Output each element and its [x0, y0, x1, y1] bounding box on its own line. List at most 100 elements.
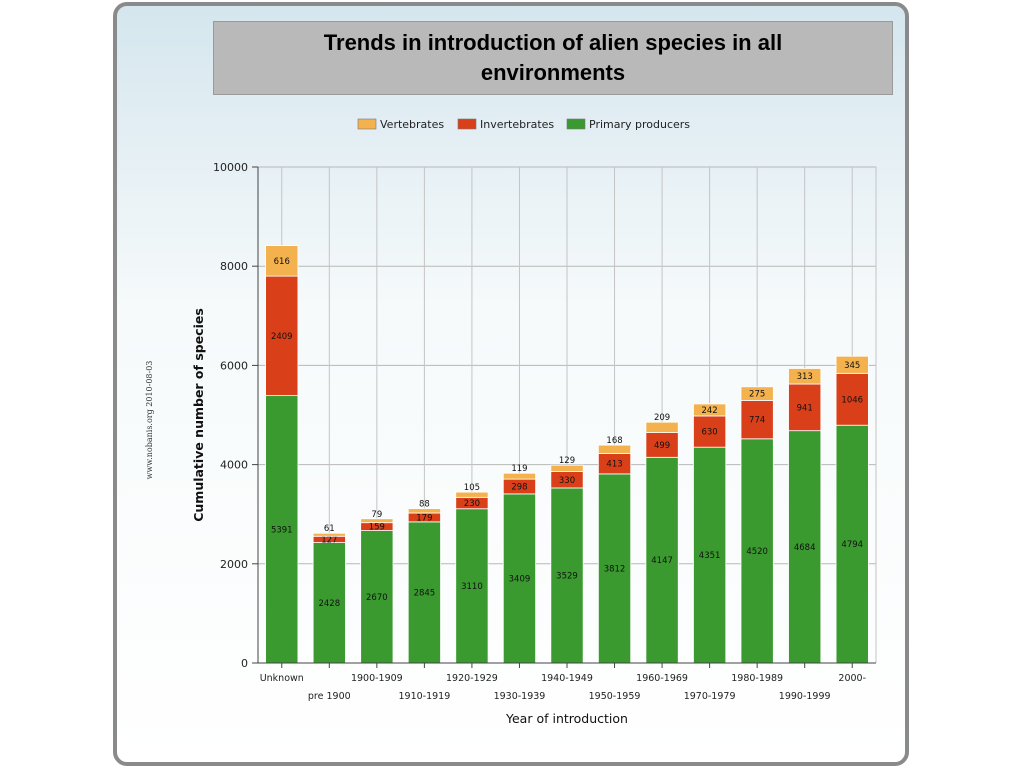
legend-label: Vertebrates [380, 118, 444, 131]
bar-segment-vertebrates [455, 491, 489, 498]
data-label: 313 [797, 372, 813, 382]
data-label: 209 [654, 413, 670, 423]
bar-segment-vertebrates [693, 403, 727, 417]
y-tick-label: 0 [241, 657, 248, 670]
x-tick-label: 1960-1969 [636, 673, 688, 684]
data-label: 168 [606, 436, 622, 446]
bar-segment-vertebrates [407, 508, 441, 514]
x-tick-label: 1950-1959 [589, 691, 641, 702]
y-tick-label: 4000 [220, 459, 248, 472]
bar-segment-primary-producers [502, 493, 537, 664]
legend-label: Invertebrates [480, 118, 554, 131]
x-axis-label: Year of introduction [505, 711, 628, 726]
bar-segment-primary-producers [407, 521, 441, 664]
data-label: 2409 [271, 332, 293, 342]
y-axis-label: Cumulative number of species [191, 308, 206, 522]
title-box: Trends in introduction of alien species … [213, 21, 893, 95]
data-label: 159 [369, 523, 385, 533]
source-credit: www.nobanis.org 2010-08-03 [145, 361, 154, 480]
x-tick-label: pre 1900 [308, 691, 351, 702]
bar-segment-vertebrates [265, 245, 299, 277]
y-tick-label: 6000 [220, 359, 248, 372]
bar-segment-primary-producers [312, 542, 346, 664]
x-tick-label: 1900-1909 [351, 673, 403, 684]
x-tick-label: 1970-1979 [684, 691, 736, 702]
data-label: 3110 [461, 582, 483, 592]
bar-segment-primary-producers [788, 430, 822, 664]
data-label: 5391 [271, 525, 293, 535]
bar-segment-invertebrates [645, 432, 679, 458]
bar-segment-vertebrates [835, 355, 869, 374]
x-tick-label: 1980-1989 [731, 673, 783, 684]
data-label: 941 [797, 403, 813, 413]
data-label: 499 [654, 441, 670, 451]
x-tick-label: 1920-1929 [446, 673, 498, 684]
data-label: 4520 [746, 547, 768, 557]
data-label: 630 [701, 428, 717, 438]
data-label: 275 [749, 390, 765, 400]
data-label: 179 [416, 513, 432, 523]
bar-segment-vertebrates [550, 464, 584, 472]
data-label: 774 [749, 416, 765, 426]
data-label: 230 [464, 499, 480, 509]
data-label: 119 [511, 464, 527, 474]
bar-segment-invertebrates [265, 275, 299, 397]
data-label: 3529 [556, 571, 578, 581]
data-label: 127 [321, 535, 337, 545]
data-label: 3409 [509, 574, 531, 584]
legend-swatch [357, 118, 377, 130]
data-label: 242 [701, 406, 717, 416]
data-label: 413 [606, 460, 622, 470]
bar-segment-primary-producers [645, 456, 679, 664]
data-label: 298 [511, 483, 527, 493]
x-tick-label: 1990-1999 [779, 691, 831, 702]
data-label: 4351 [699, 551, 721, 561]
data-label: 129 [559, 456, 575, 466]
legend-swatch [457, 118, 477, 130]
bar-segment-vertebrates [502, 472, 537, 480]
data-label: 4147 [651, 556, 673, 566]
bar-segment-primary-producers [597, 473, 632, 664]
chart-axes: 0 2000 4000 6000 8000 10000 Unknown pre 1900190… [213, 161, 876, 702]
chart-legend: Vertebrates Invertebrates Primary producer… [357, 118, 690, 131]
y-tick-label: 2000 [220, 558, 248, 571]
data-label: 2428 [318, 599, 340, 609]
data-label: 79 [371, 510, 382, 520]
bar-segment-vertebrates [740, 386, 774, 401]
bar-segment-invertebrates [740, 400, 774, 440]
legend-label: Primary producers [589, 118, 690, 131]
y-tick-label: 10000 [213, 161, 248, 174]
chart-title: Trends in introduction of alien species … [323, 30, 783, 85]
bar-segment-vertebrates [360, 518, 394, 524]
bar-segment-primary-producers [693, 446, 727, 664]
data-label: 3812 [604, 564, 626, 574]
data-label: 2845 [414, 588, 436, 598]
data-label: 88 [419, 500, 430, 510]
bar-segment-primary-producers [835, 424, 869, 664]
data-label: 345 [844, 361, 860, 371]
bar-segment-primary-producers [550, 487, 584, 664]
x-tick-label: 1940-1949 [541, 673, 593, 684]
data-label: 330 [559, 476, 575, 486]
x-tick-label: 2000- [838, 673, 866, 684]
x-tick-label: 1930-1939 [494, 691, 546, 702]
bar-segment-vertebrates [645, 421, 679, 433]
bar-segment-primary-producers [455, 508, 489, 664]
data-label: 4794 [841, 540, 863, 550]
data-label: 4684 [794, 543, 816, 553]
x-tick-label: Unknown [260, 673, 304, 684]
legend-swatch [566, 118, 586, 130]
data-label: 61 [324, 524, 335, 534]
bar-segment-vertebrates [597, 444, 632, 454]
bar-segment-invertebrates [693, 415, 727, 448]
bar-segment-vertebrates [312, 532, 346, 537]
data-label: 2670 [366, 593, 388, 603]
y-tick-label: 8000 [220, 260, 248, 273]
bar-segment-invertebrates [835, 372, 869, 426]
data-label: 105 [464, 483, 480, 493]
data-label: 616 [274, 257, 290, 267]
bar-segment-vertebrates [788, 368, 822, 385]
x-tick-label: 1910-1919 [398, 691, 450, 702]
